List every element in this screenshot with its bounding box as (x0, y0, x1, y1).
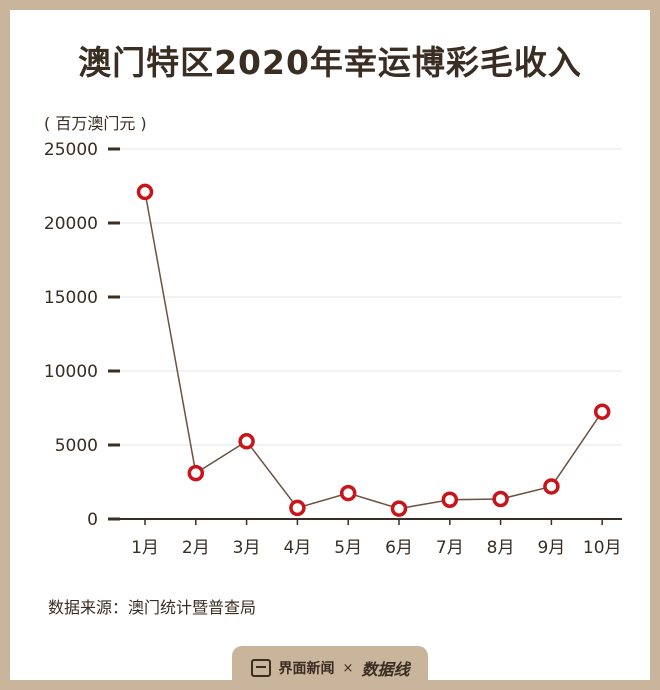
x-tick-label: 1月 (131, 538, 159, 558)
data-source-note: 数据来源：澳门统计暨普查局 (48, 598, 257, 617)
x-tick-label: 2月 (182, 538, 210, 558)
data-point (593, 403, 611, 420)
footer-separator: × (342, 660, 354, 676)
x-tick-label: 3月 (233, 538, 261, 558)
x-tick-label: 8月 (487, 538, 515, 558)
x-tick-label: 6月 (385, 538, 413, 558)
data-point (339, 484, 357, 502)
data-point (136, 183, 154, 201)
series-line (144, 191, 603, 510)
chart-card (10, 10, 650, 680)
chart-title: 澳门特区2020年幸运博彩毛收入 (78, 43, 582, 82)
y-tick-label: 10000 (44, 362, 98, 382)
data-point (289, 499, 306, 517)
y-tick-label: 0 (87, 510, 98, 530)
data-point (390, 500, 408, 517)
y-tick-label: 25000 (44, 140, 98, 160)
x-tick-label: 4月 (283, 538, 311, 558)
footer-brand2-name: 数据线 (361, 660, 410, 679)
data-point (441, 491, 459, 509)
y-tick-label: 15000 (44, 288, 98, 308)
data-point (187, 464, 205, 482)
data-point (543, 478, 560, 495)
footer-brand-name: 界面新闻 (278, 661, 335, 677)
x-tick-label: 5月 (334, 538, 362, 558)
y-axis-unit-label: ( 百万澳门元 ) (44, 114, 147, 133)
data-point (238, 433, 255, 450)
y-tick-label: 5000 (55, 436, 98, 456)
jiemian-logo-icon (250, 659, 271, 677)
x-tick-label: 9月 (537, 538, 565, 558)
y-tick-label: 20000 (44, 214, 98, 234)
x-tick-label: 7月 (436, 538, 464, 558)
footer-brand-bar: 界面新闻 × 数据线 (232, 646, 428, 690)
x-tick-label: 10月 (583, 538, 622, 558)
data-point (492, 490, 509, 508)
